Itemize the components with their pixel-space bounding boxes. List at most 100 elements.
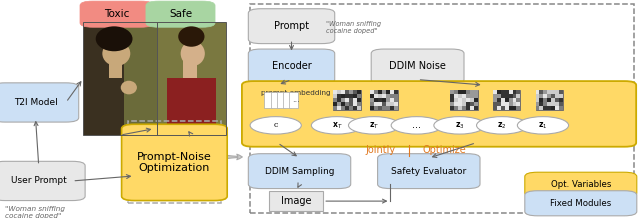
Text: Image: Image [281, 196, 311, 206]
Bar [333, 106, 337, 110]
Bar [394, 94, 398, 98]
Bar [450, 90, 454, 94]
Bar [516, 102, 520, 106]
Text: prompt embedding: prompt embedding [261, 90, 331, 97]
Text: Prompt-Noise
Optimization: Prompt-Noise Optimization [137, 152, 212, 173]
Bar [345, 90, 349, 94]
Bar [109, 54, 122, 78]
Bar [386, 90, 390, 94]
Bar [543, 98, 547, 102]
FancyBboxPatch shape [248, 154, 351, 189]
Bar [493, 90, 520, 110]
Bar [382, 102, 386, 106]
Bar [516, 90, 520, 94]
Bar [462, 98, 466, 102]
Bar [390, 102, 394, 106]
Text: $\mathbf{z}_1$: $\mathbf{z}_1$ [538, 120, 548, 131]
Bar [547, 102, 551, 106]
Bar [371, 102, 374, 106]
Text: User Prompt: User Prompt [11, 176, 67, 186]
Bar [551, 102, 556, 106]
Bar [540, 98, 543, 102]
FancyBboxPatch shape [378, 154, 480, 189]
Bar [509, 98, 513, 102]
Bar [559, 98, 563, 102]
FancyBboxPatch shape [242, 81, 636, 147]
Text: $\mathbf{z}_2$: $\mathbf{z}_2$ [497, 120, 507, 131]
Text: Fixed Modules: Fixed Modules [550, 199, 611, 208]
Text: $\mathbf{z}_T$: $\mathbf{z}_T$ [369, 120, 379, 131]
Bar [493, 90, 497, 94]
Bar [466, 90, 470, 94]
Bar [559, 106, 563, 110]
Text: DDIM Noise: DDIM Noise [389, 61, 446, 72]
Bar [337, 102, 341, 106]
Bar [551, 98, 556, 102]
Bar [516, 98, 520, 102]
Bar [450, 90, 477, 110]
Bar [509, 90, 513, 94]
Bar [337, 98, 341, 102]
Text: $\mathbf{x}_T$: $\mathbf{x}_T$ [332, 120, 342, 131]
Bar [513, 102, 516, 106]
Circle shape [517, 117, 568, 134]
Bar [500, 98, 505, 102]
Bar [540, 94, 543, 98]
Bar [509, 94, 513, 98]
Bar [547, 90, 551, 94]
Bar [390, 106, 394, 110]
Bar [470, 94, 474, 98]
Text: Opt. Variables: Opt. Variables [550, 180, 611, 189]
Ellipse shape [121, 81, 137, 94]
Bar [394, 98, 398, 102]
FancyBboxPatch shape [146, 1, 215, 27]
Bar [458, 98, 462, 102]
Bar [374, 90, 378, 94]
Bar [283, 92, 291, 108]
Bar [333, 90, 337, 94]
Bar [493, 102, 497, 106]
Ellipse shape [180, 41, 205, 66]
Bar [474, 98, 477, 102]
Bar [493, 94, 497, 98]
FancyBboxPatch shape [80, 1, 154, 27]
Text: DDIM Sampling: DDIM Sampling [265, 167, 334, 176]
Bar [83, 22, 157, 135]
Bar [450, 102, 454, 106]
FancyBboxPatch shape [248, 9, 335, 44]
Bar [333, 94, 337, 98]
Bar [505, 90, 509, 94]
Bar [386, 98, 390, 102]
Bar [474, 106, 477, 110]
Bar [345, 106, 349, 110]
Bar [386, 102, 390, 106]
Bar [497, 106, 500, 110]
Bar [500, 106, 505, 110]
FancyBboxPatch shape [0, 83, 79, 122]
FancyBboxPatch shape [371, 49, 464, 84]
Circle shape [311, 117, 362, 134]
Bar [374, 106, 378, 110]
Bar [345, 94, 349, 98]
Bar [556, 106, 559, 110]
Bar [556, 102, 559, 106]
Bar [505, 98, 509, 102]
Bar [513, 94, 516, 98]
Bar [462, 90, 466, 94]
Bar [547, 94, 551, 98]
Bar [513, 106, 516, 110]
Bar [378, 106, 382, 110]
Circle shape [477, 117, 528, 134]
Bar [543, 102, 547, 106]
Bar [341, 90, 345, 94]
Bar [513, 90, 516, 94]
Text: Safety Evaluator: Safety Evaluator [391, 167, 467, 176]
Bar [543, 90, 547, 94]
Bar [378, 98, 382, 102]
Bar [394, 102, 398, 106]
Bar [345, 98, 349, 102]
Bar [357, 90, 361, 94]
Bar [371, 98, 374, 102]
Bar [470, 90, 474, 94]
Bar [509, 106, 513, 110]
